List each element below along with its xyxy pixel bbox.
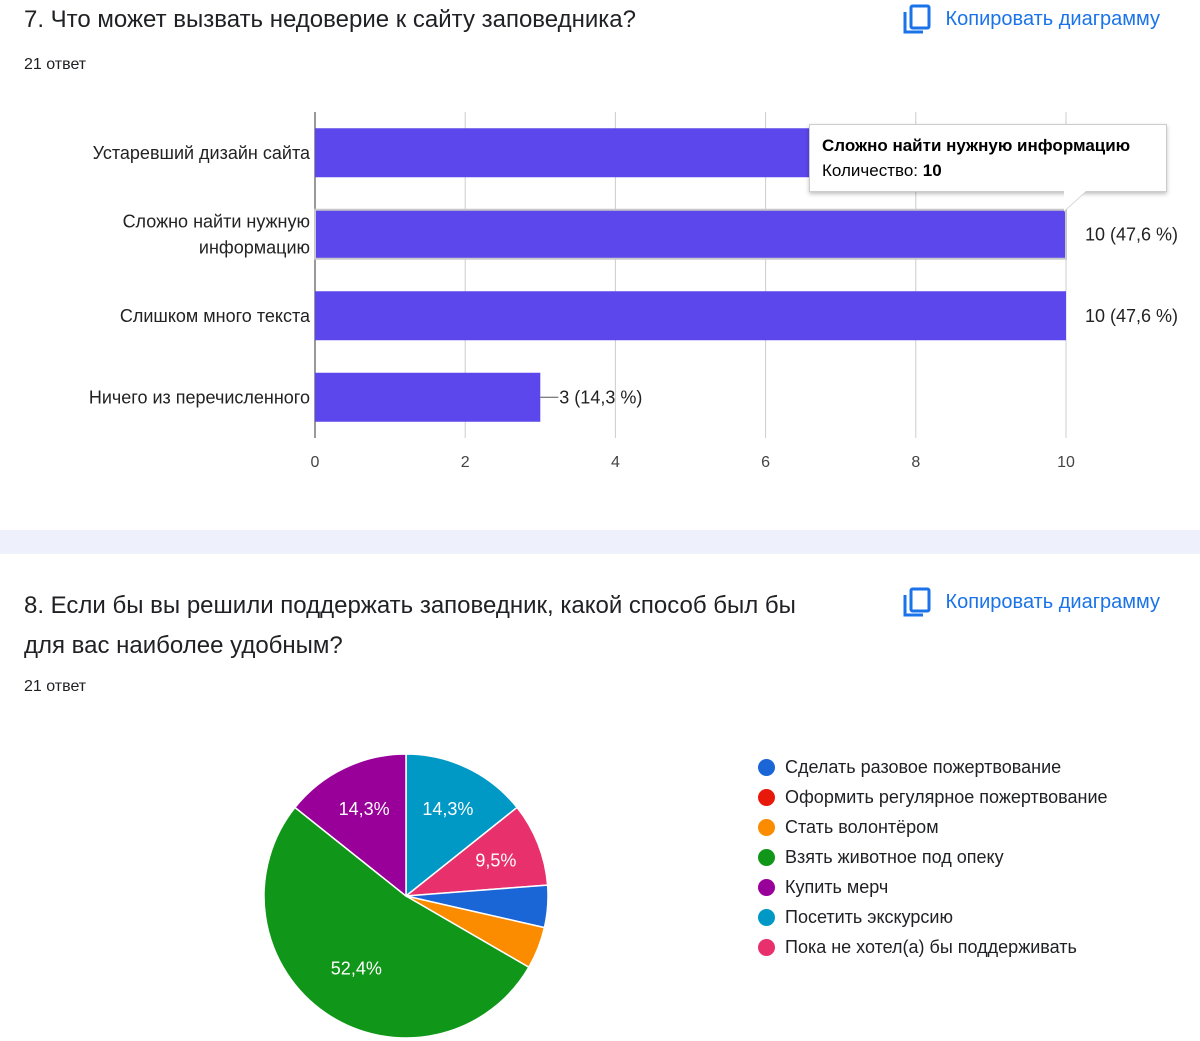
legend-color-dot xyxy=(758,938,775,956)
x-tick-label: 0 xyxy=(311,454,320,471)
bar[interactable] xyxy=(314,208,1067,260)
x-tick-label: 4 xyxy=(611,454,620,471)
bar[interactable] xyxy=(315,291,1066,341)
question-7-title: 7. Что может вызвать недоверие к сайту з… xyxy=(24,6,636,33)
copy-chart-button-q8[interactable]: Копировать диаграмму xyxy=(900,585,1160,619)
tooltip-title: Сложно найти нужную информацию xyxy=(822,136,1131,155)
copy-icon xyxy=(903,587,931,617)
data-label: 3 (14,3 %) xyxy=(559,387,642,407)
legend-label: Купить мерч xyxy=(785,876,889,897)
tooltip-count-line: Количество: 10 xyxy=(822,160,1154,182)
legend-color-dot xyxy=(758,878,775,896)
bar[interactable] xyxy=(315,128,841,178)
legend-item[interactable]: Посетить экскурсию xyxy=(758,902,1108,932)
legend-color-dot xyxy=(758,758,775,776)
legend-color-dot xyxy=(758,788,775,806)
bar[interactable] xyxy=(315,372,541,422)
x-tick-label: 10 xyxy=(1057,454,1075,471)
copy-chart-label: Копировать диаграмму xyxy=(945,590,1160,613)
category-label: Ничего из перечисленного xyxy=(89,387,310,407)
bar-chart: 0 2 4 6 8 10 Устаревший дизайн сайта Сложно най… xyxy=(89,112,1178,471)
x-tick-label: 6 xyxy=(761,454,770,471)
pie-legend: Сделать разовое пожертвование Оформить ре… xyxy=(758,752,1108,962)
legend-color-dot xyxy=(758,818,775,836)
category-label: Устаревший дизайн сайта xyxy=(93,143,311,163)
category-label: Сложно найти нужную xyxy=(123,211,310,231)
data-label: 10 (47,6 %) xyxy=(1085,306,1178,326)
legend-item[interactable]: Оформить регулярное пожертвование xyxy=(758,782,1108,812)
legend-item[interactable]: Пока не хотел(а) бы поддерживать xyxy=(758,932,1108,962)
tooltip-arrow xyxy=(1064,191,1086,211)
question-8-title: 8. Если бы вы решили поддержать заповедн… xyxy=(24,592,796,659)
legend-color-dot xyxy=(758,848,775,866)
section-separator xyxy=(0,530,1200,554)
data-label: 10 (47,6 %) xyxy=(1085,224,1178,244)
legend-label: Стать волонтёром xyxy=(785,816,939,837)
legend-label: Оформить регулярное пожертвование xyxy=(785,786,1108,807)
category-label: Слишком много текста xyxy=(120,306,311,326)
legend-label: Взять животное под опеку xyxy=(785,846,1004,867)
copy-icon xyxy=(903,4,931,34)
copy-chart-button-q7[interactable]: Копировать диаграмму xyxy=(900,2,1160,36)
legend-label: Сделать разовое пожертвование xyxy=(785,756,1062,777)
legend-item[interactable]: Стать волонтёром xyxy=(758,812,1108,842)
category-label: информацию xyxy=(199,237,310,257)
x-tick-label: 2 xyxy=(461,454,470,471)
legend-color-dot xyxy=(758,908,775,926)
legend-label: Пока не хотел(а) бы поддерживать xyxy=(785,936,1077,957)
question-8-response-count: 21 ответ xyxy=(24,678,87,695)
question-7-response-count: 21 ответ xyxy=(24,56,87,73)
tooltip-count-value: 10 xyxy=(922,161,942,180)
legend-item[interactable]: Купить мерч xyxy=(758,872,1108,902)
question-8-card: 8. Если бы вы решили поддержать заповедн… xyxy=(0,554,1200,1041)
tooltip-count-label: Количество: xyxy=(822,161,919,180)
x-tick-label: 8 xyxy=(911,454,920,471)
legend-label: Посетить экскурсию xyxy=(785,906,953,927)
legend-item[interactable]: Взять животное под опеку xyxy=(758,842,1108,872)
copy-chart-label: Копировать диаграмму xyxy=(945,7,1160,30)
legend-item[interactable]: Сделать разовое пожертвование xyxy=(758,752,1108,782)
chart-tooltip: Сложно найти нужную информацию Количеств… xyxy=(809,124,1167,192)
question-7-card: 7. Что может вызвать недоверие к сайту з… xyxy=(24,2,1160,73)
